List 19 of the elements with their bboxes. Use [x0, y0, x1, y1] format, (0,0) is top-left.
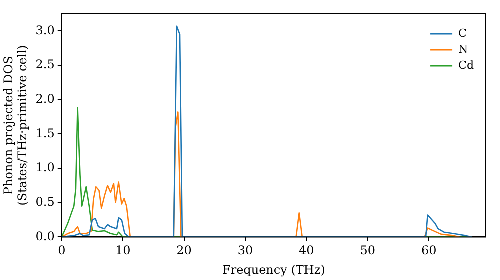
y-tick-label: 1.0 [36, 160, 55, 175]
y-tick-label: 2.5 [36, 58, 55, 72]
y-tick-label: 0.5 [36, 194, 55, 209]
y-tick-label: 2.0 [36, 92, 55, 106]
x-tick-label: 20 [176, 244, 192, 258]
x-tick-label: 0 [58, 244, 66, 258]
x-tick-label: 60 [421, 244, 437, 258]
x-tick-label: 50 [360, 244, 376, 258]
legend-label: C [458, 26, 467, 40]
y-tick-label: 1.5 [36, 126, 55, 140]
x-axis-title: Frequency (THz) [222, 262, 326, 277]
legend-label: N [458, 42, 469, 56]
y-tick-label: 0.0 [36, 229, 55, 244]
x-tick-label: 30 [238, 244, 254, 258]
y-tick-label: 3.0 [36, 23, 55, 38]
legend-label: Cd [458, 58, 474, 72]
x-tick-label: 40 [299, 244, 314, 258]
x-tick-label: 10 [115, 244, 131, 258]
y-axis-title: Phonon projected DOS (States/THz·primitive cell) [1, 45, 30, 206]
